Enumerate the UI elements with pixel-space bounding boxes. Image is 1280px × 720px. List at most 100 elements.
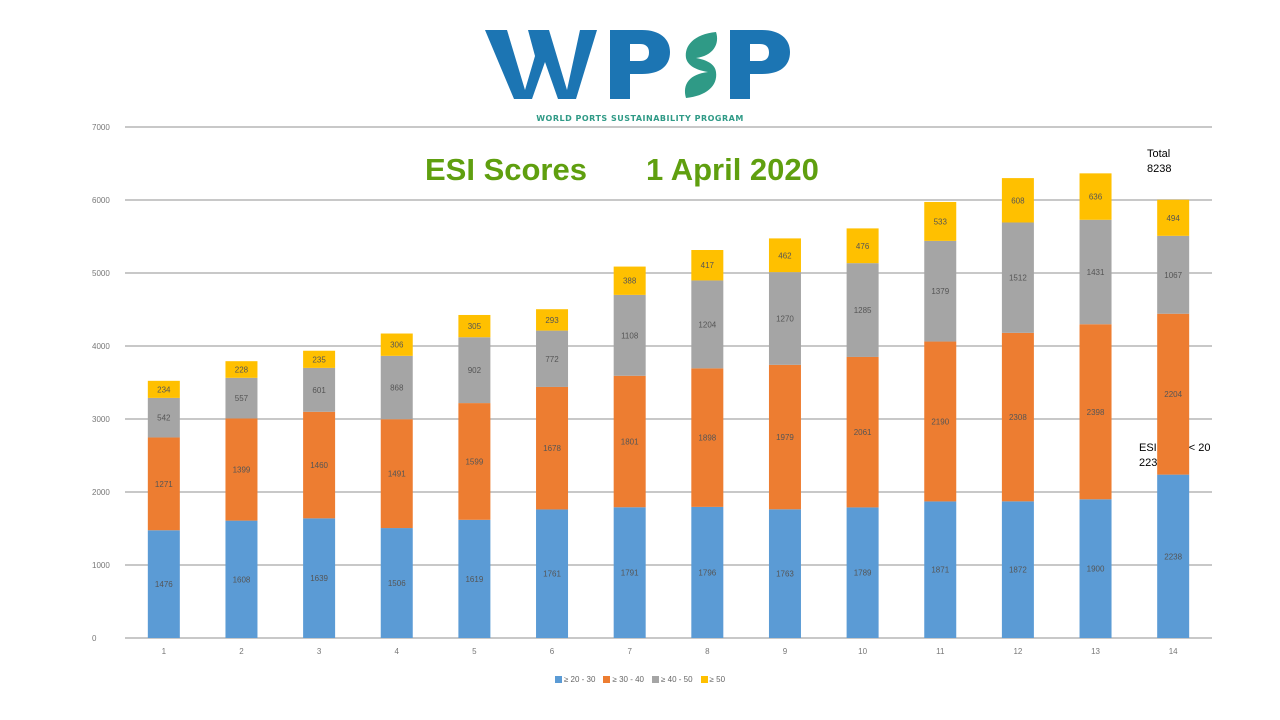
- y-tick-label: 3000: [92, 415, 110, 424]
- bar-segment: [147, 397, 180, 438]
- bar-segment: [147, 530, 180, 638]
- bar-value-label: 772: [545, 355, 559, 364]
- legend-swatch: [700, 676, 708, 683]
- bar-value-label: 902: [468, 366, 482, 375]
- legend-label: ≥ 40 - 50: [661, 675, 693, 684]
- esi-annotation: ESI < 20 223: [1139, 441, 1210, 471]
- bar-value-label: 1761: [543, 570, 561, 579]
- bar-segment: [768, 509, 801, 638]
- wpsp-logo-mark: [485, 30, 790, 99]
- legend-entry: ≥ 20 - 30: [554, 675, 595, 684]
- bar-segment: [846, 507, 879, 638]
- bar-segment: [1001, 222, 1034, 333]
- y-axis-ticks: 0 1000 2000 3000 4000 5000 6000 7000: [92, 123, 110, 643]
- y-tick-label: 1000: [92, 561, 110, 570]
- x-tick-label: 3: [317, 647, 322, 656]
- bar-segment: [380, 355, 413, 420]
- total-label: Total: [1147, 148, 1171, 160]
- bar-value-label: 293: [545, 316, 559, 325]
- y-tick-label: 4000: [92, 342, 110, 351]
- total-value: 8238: [1147, 163, 1172, 175]
- bar-value-label: 1872: [1009, 566, 1027, 575]
- bar-value-label: 417: [701, 261, 715, 270]
- bar-segment: [380, 528, 413, 638]
- bar-segment: [1157, 199, 1190, 236]
- legend-entry: ≥ 50: [700, 675, 726, 684]
- esi-label: ESI: [1139, 442, 1157, 454]
- chart-date: 1 April 2020: [646, 152, 819, 187]
- bar-value-label: 1491: [388, 470, 406, 479]
- bar-segment: [458, 337, 491, 404]
- bar-segment: [924, 201, 957, 241]
- bar-segment: [536, 386, 569, 510]
- legend-entry: ≥ 30 - 40: [603, 675, 644, 684]
- x-tick-label: 6: [550, 647, 555, 656]
- legend-swatch: [603, 676, 611, 683]
- grid-lines: [125, 126, 1212, 639]
- bar-value-label: 2308: [1009, 413, 1027, 422]
- y-tick-label: 7000: [92, 123, 110, 132]
- x-tick-label: 10: [858, 647, 867, 656]
- bar-segment: [303, 367, 336, 412]
- bar-segment: [147, 437, 180, 531]
- bar-segment: [458, 314, 491, 338]
- bar-value-label: 1431: [1087, 268, 1105, 277]
- bar-value-label: 1871: [931, 566, 949, 575]
- bar-segment: [1001, 332, 1034, 502]
- bar-value-label: 235: [312, 355, 326, 364]
- bar-value-label: 1791: [621, 569, 639, 578]
- bar-value-label: 1285: [854, 306, 872, 315]
- bar-value-label: 2204: [1164, 390, 1182, 399]
- bar-segment: [613, 375, 646, 508]
- x-tick-label: 2: [239, 647, 244, 656]
- bar-value-label: 1639: [310, 574, 328, 583]
- bar-value-label: 1898: [698, 434, 716, 443]
- x-tick-label: 13: [1091, 647, 1100, 656]
- bar-value-label: 1979: [776, 433, 794, 442]
- bar-segment: [458, 519, 491, 638]
- bar-segment: [846, 263, 879, 357]
- bar-segment: [303, 350, 336, 368]
- y-tick-label: 0: [92, 634, 97, 643]
- bar-value-label: 306: [390, 341, 404, 350]
- bar-value-label: 1270: [776, 314, 794, 323]
- bar-segment: [380, 419, 413, 529]
- y-tick-label: 6000: [92, 196, 110, 205]
- bar-segment: [1157, 474, 1190, 638]
- bar-value-label: 557: [235, 394, 249, 403]
- bar-segment: [1079, 219, 1112, 325]
- bar-value-label: 305: [468, 322, 482, 331]
- x-tick-label: 9: [783, 647, 788, 656]
- bar-value-label: 1900: [1087, 565, 1105, 574]
- bar-segment: [846, 228, 879, 264]
- legend-entry: ≥ 40 - 50: [652, 675, 693, 684]
- bar-segment: [303, 518, 336, 638]
- x-tick-label: 11: [936, 647, 945, 656]
- bar-value-label: 542: [157, 414, 171, 423]
- bar-value-label: 1512: [1009, 274, 1027, 283]
- bar-segment: [1001, 501, 1034, 638]
- bar-value-label: 234: [157, 385, 171, 394]
- legend-swatch: [554, 676, 562, 683]
- bar-segment: [380, 333, 413, 356]
- bar-segment: [147, 380, 180, 398]
- bar-segment: [768, 364, 801, 510]
- bar-value-label: 1619: [465, 575, 483, 584]
- bar-value-label: 1067: [1164, 271, 1182, 280]
- bar-value-label: 868: [390, 384, 404, 393]
- bar-segment: [303, 411, 336, 519]
- bar-segment: [1079, 324, 1112, 500]
- bar-segment: [536, 330, 569, 387]
- bar-value-label: 1460: [310, 461, 328, 470]
- legend-label: ≥ 50: [709, 675, 726, 684]
- bar-value-label: 1608: [233, 575, 251, 584]
- bar-value-label: 636: [1089, 193, 1103, 202]
- chart-title: ESI Scores: [425, 152, 587, 187]
- bar-value-label: 601: [312, 386, 326, 395]
- y-tick-label: 2000: [92, 488, 110, 497]
- legend: ≥ 20 - 30 ≥ 30 - 40 ≥ 40 - 50 ≥ 50: [0, 675, 1280, 684]
- bar-segment: [1079, 173, 1112, 220]
- bar-segment: [225, 377, 258, 419]
- bar-segment: [924, 341, 957, 502]
